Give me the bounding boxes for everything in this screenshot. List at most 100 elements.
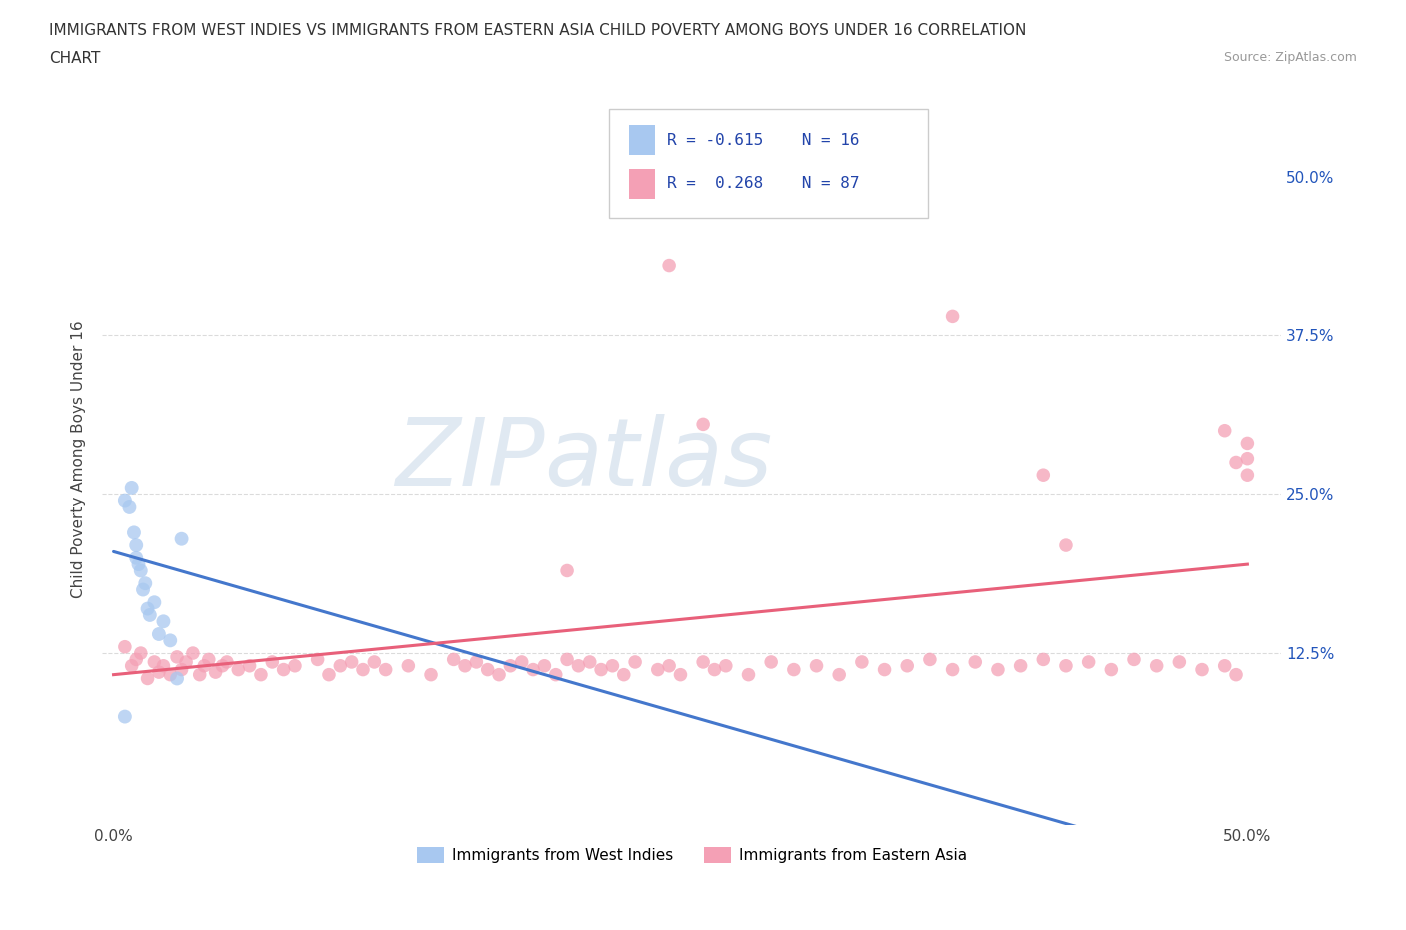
Point <box>873 662 896 677</box>
Point <box>352 662 374 677</box>
Point <box>129 645 152 660</box>
Point <box>1099 662 1122 677</box>
FancyBboxPatch shape <box>609 109 928 219</box>
Point <box>477 662 499 677</box>
Point <box>624 655 647 670</box>
Point <box>1168 655 1191 670</box>
Y-axis label: Child Poverty Among Boys Under 16: Child Poverty Among Boys Under 16 <box>72 321 86 598</box>
Point <box>692 655 714 670</box>
Point <box>396 658 419 673</box>
Point <box>128 557 150 572</box>
Text: Source: ZipAtlas.com: Source: ZipAtlas.com <box>1223 51 1357 64</box>
Text: IMMIGRANTS FROM WEST INDIES VS IMMIGRANTS FROM EASTERN ASIA CHILD POVERTY AMONG : IMMIGRANTS FROM WEST INDIES VS IMMIGRANT… <box>49 23 1026 38</box>
Point <box>134 576 156 591</box>
Point <box>204 665 226 680</box>
Point <box>1054 658 1077 673</box>
Point <box>567 658 589 673</box>
Point <box>942 309 965 324</box>
Point <box>152 658 174 673</box>
Point <box>533 658 555 673</box>
Point <box>170 531 193 546</box>
Point <box>114 639 136 654</box>
Point <box>1032 652 1054 667</box>
Point <box>148 665 170 680</box>
Point <box>578 655 600 670</box>
Point <box>125 538 148 552</box>
Point <box>152 614 174 629</box>
Bar <box>630 125 655 155</box>
Point <box>488 667 510 682</box>
Point <box>759 655 782 670</box>
Point <box>114 710 136 724</box>
Point <box>737 667 759 682</box>
Point <box>132 582 155 597</box>
Point <box>125 551 148 565</box>
Point <box>658 259 681 273</box>
Point <box>239 658 262 673</box>
Point <box>896 658 918 673</box>
Point <box>159 667 181 682</box>
Point <box>166 671 188 686</box>
Point <box>510 655 533 670</box>
Point <box>918 652 941 667</box>
Point <box>555 652 578 667</box>
Point <box>211 658 233 673</box>
Point <box>188 667 211 682</box>
Point <box>121 481 143 496</box>
Point <box>148 627 170 642</box>
Point <box>420 667 443 682</box>
Point <box>647 662 669 677</box>
Point <box>262 655 284 670</box>
Point <box>122 525 145 539</box>
Point <box>143 595 166 610</box>
Text: ZIP: ZIP <box>395 414 544 505</box>
Point <box>139 607 162 622</box>
Point <box>329 658 352 673</box>
Point <box>806 658 828 673</box>
Point <box>181 645 204 660</box>
Point <box>703 662 725 677</box>
Point <box>1123 652 1146 667</box>
Point <box>942 662 965 677</box>
Point <box>136 671 159 686</box>
Legend: Immigrants from West Indies, Immigrants from Eastern Asia: Immigrants from West Indies, Immigrants … <box>411 842 973 870</box>
Point <box>1236 436 1258 451</box>
Point <box>714 658 737 673</box>
Point <box>1146 658 1168 673</box>
Point <box>613 667 636 682</box>
Point <box>340 655 363 670</box>
Point <box>1213 658 1236 673</box>
Point <box>1225 667 1247 682</box>
Point <box>1054 538 1077 552</box>
Point <box>363 655 385 670</box>
Point <box>125 652 148 667</box>
Text: atlas: atlas <box>544 414 773 505</box>
Point <box>499 658 522 673</box>
Point <box>318 667 340 682</box>
Point <box>555 563 578 578</box>
Point <box>121 658 143 673</box>
Point <box>591 662 613 677</box>
Point <box>170 662 193 677</box>
Point <box>783 662 806 677</box>
Point <box>522 662 544 677</box>
Point <box>828 667 851 682</box>
Point <box>129 563 152 578</box>
Text: CHART: CHART <box>49 51 101 66</box>
Point <box>226 662 249 677</box>
Point <box>198 652 221 667</box>
Point <box>454 658 477 673</box>
Point <box>1236 468 1258 483</box>
Point <box>965 655 987 670</box>
Bar <box>630 168 655 199</box>
Point <box>159 633 181 648</box>
Point <box>136 601 159 616</box>
Point <box>658 658 681 673</box>
Point <box>374 662 396 677</box>
Point <box>215 655 238 670</box>
Point <box>987 662 1010 677</box>
Point <box>174 655 197 670</box>
Point <box>602 658 624 673</box>
Point <box>1032 468 1054 483</box>
Point <box>1077 655 1099 670</box>
